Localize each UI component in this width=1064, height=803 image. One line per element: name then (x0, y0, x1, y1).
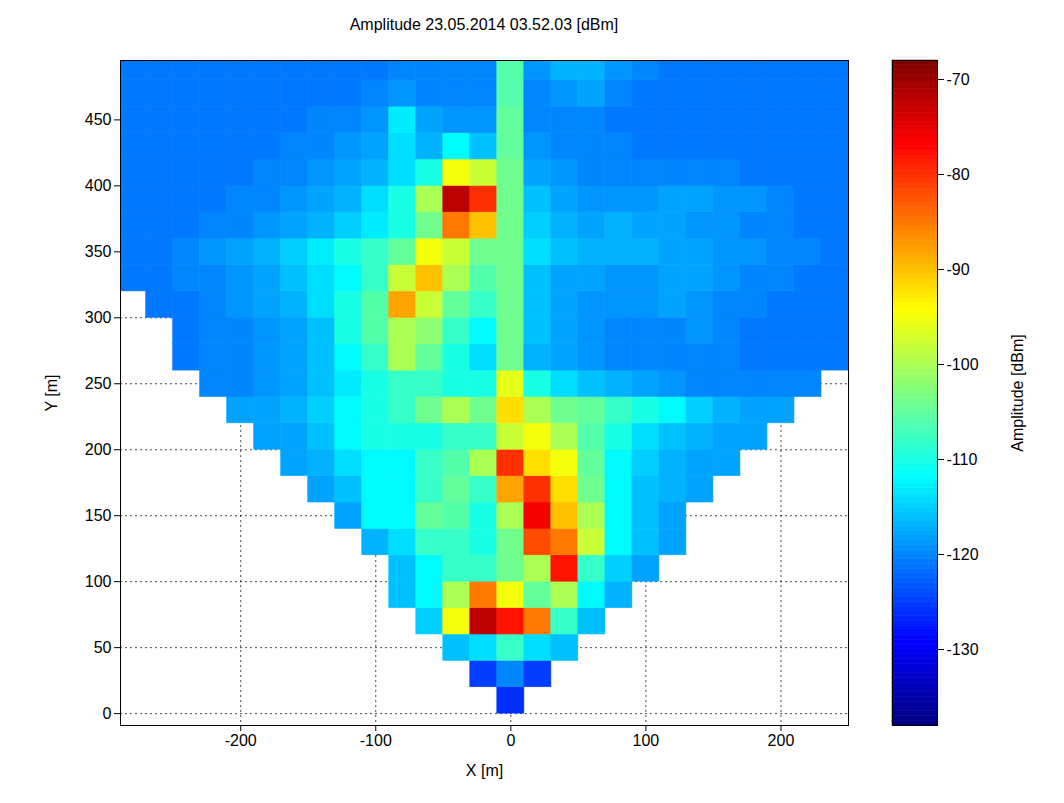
svg-text:200: 200 (85, 441, 112, 458)
svg-text:-100: -100 (947, 356, 979, 373)
svg-text:-70: -70 (947, 71, 970, 88)
svg-text:-120: -120 (947, 546, 979, 563)
svg-text:100: 100 (85, 573, 112, 590)
svg-text:50: 50 (94, 639, 112, 656)
html-text:Amplitude 23.05.2014 03.52.03: Amplitude 23.05.2014 03.52.03 [dBm] (349, 16, 619, 33)
svg-text:Amplitude [dBm]: Amplitude [dBm] (1009, 334, 1026, 451)
svg-text:-200: -200 (225, 732, 257, 749)
svg-text:200: 200 (768, 732, 795, 749)
svg-text:-110: -110 (947, 451, 978, 468)
svg-text:400: 400 (85, 177, 112, 194)
svg-text:300: 300 (85, 309, 112, 326)
svg-text:-100: -100 (360, 732, 392, 749)
svg-text:150: 150 (85, 507, 112, 524)
svg-text:100: 100 (633, 732, 660, 749)
svg-text:-130: -130 (947, 641, 979, 658)
svg-text:0: 0 (506, 732, 515, 749)
svg-text:350: 350 (85, 243, 112, 260)
svg-text:X [m]: X [m] (466, 762, 503, 779)
svg-text:Y [m]: Y [m] (43, 374, 60, 411)
svg-text:250: 250 (85, 375, 112, 392)
svg-text:0: 0 (103, 705, 112, 722)
svg-text:450: 450 (85, 111, 112, 128)
svg-text:-80: -80 (947, 166, 970, 183)
svg-text:-90: -90 (947, 261, 970, 278)
